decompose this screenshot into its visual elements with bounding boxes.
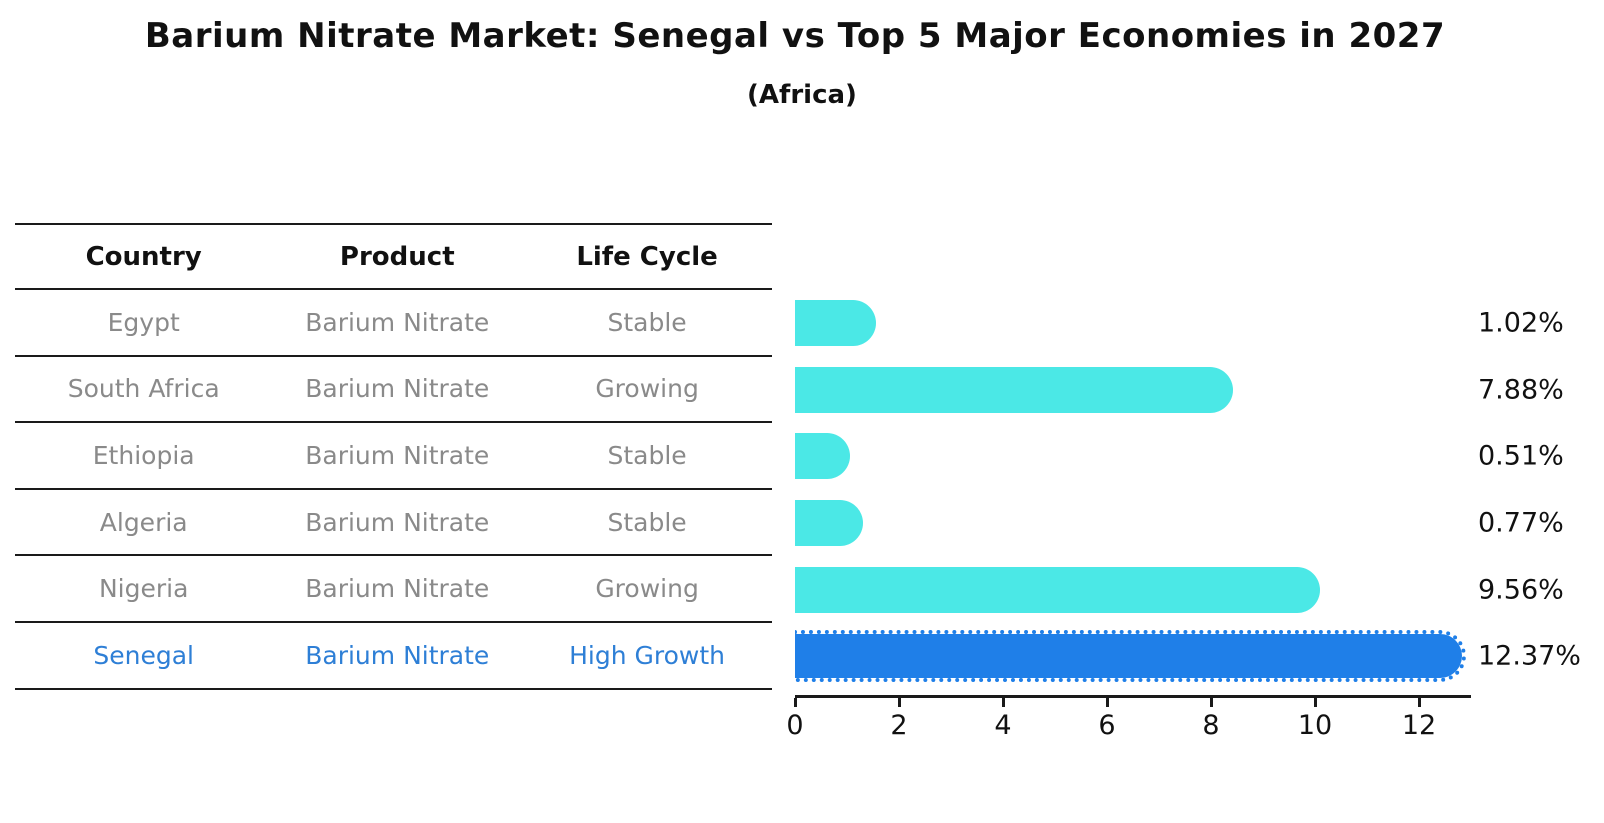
country-table: Country Product Life Cycle Egypt Barium …: [15, 223, 772, 690]
x-tick-label: 2: [890, 710, 908, 741]
table-row-south-africa: South Africa Barium Nitrate Growing: [15, 357, 772, 424]
country-cell: Egypt: [107, 307, 180, 337]
x-tick-label: 4: [994, 710, 1012, 741]
bar-south-africa: [795, 366, 1233, 413]
bar-row-egypt: 1.02%: [795, 290, 1604, 357]
column-header-product: Product: [339, 241, 455, 272]
chart-title: Barium Nitrate Market: Senegal vs Top 5 …: [144, 16, 1446, 56]
country-cell: South Africa: [67, 374, 220, 404]
value-label-south-africa: 7.88%: [1478, 374, 1564, 406]
x-tick-mark: [1418, 698, 1421, 707]
x-tick-label: 12: [1401, 710, 1437, 741]
value-label-algeria: 0.77%: [1478, 507, 1564, 539]
product-cell: Barium Nitrate: [305, 374, 490, 404]
product-cell: Barium Nitrate: [305, 640, 490, 670]
value-label-senegal: 12.37%: [1478, 640, 1581, 672]
value-label-ethiopia: 0.51%: [1478, 440, 1564, 472]
product-cell: Barium Nitrate: [305, 307, 490, 337]
bar-senegal-highlighted: [795, 630, 1467, 683]
x-tick-mark: [1106, 698, 1109, 707]
bar-row-senegal: 12.37%: [795, 623, 1604, 690]
bar-row-algeria: 0.77%: [795, 490, 1604, 557]
life-cycle-cell: Stable: [607, 307, 687, 337]
column-header-country: Country: [85, 241, 202, 272]
x-tick-label: 8: [1202, 710, 1220, 741]
table-row-algeria: Algeria Barium Nitrate Stable: [15, 490, 772, 557]
column-header-life-cycle: Life Cycle: [576, 241, 718, 272]
x-tick-label: 6: [1098, 710, 1116, 741]
country-cell: Ethiopia: [92, 440, 195, 470]
x-tick-label: 10: [1297, 710, 1333, 741]
x-tick-mark: [898, 698, 901, 707]
table-row-senegal-highlighted: Senegal Barium Nitrate High Growth: [15, 623, 772, 690]
bar-row-nigeria: 9.56%: [795, 556, 1604, 623]
bar-nigeria: [795, 566, 1321, 613]
table-row-ethiopia: Ethiopia Barium Nitrate Stable: [15, 423, 772, 490]
table-header-row: Country Product Life Cycle: [15, 225, 772, 290]
life-cycle-cell: Stable: [607, 507, 687, 537]
product-cell: Barium Nitrate: [305, 507, 490, 537]
x-tick-mark: [1314, 698, 1317, 707]
product-cell: Barium Nitrate: [305, 574, 490, 604]
life-cycle-cell: Growing: [595, 574, 699, 604]
bar-egypt: [795, 300, 877, 347]
product-cell: Barium Nitrate: [305, 440, 490, 470]
value-label-egypt: 1.02%: [1478, 307, 1564, 339]
bar-row-ethiopia: 0.51%: [795, 423, 1604, 490]
bar-algeria: [795, 500, 864, 547]
country-cell: Senegal: [93, 640, 194, 670]
x-tick-mark: [1210, 698, 1213, 707]
x-axis: 0 2 4 6 8 10 12: [786, 695, 1471, 741]
table-row-nigeria: Nigeria Barium Nitrate Growing: [15, 556, 772, 623]
chart-subtitle: (Africa): [747, 80, 857, 110]
country-cell: Algeria: [99, 507, 188, 537]
table-row-egypt: Egypt Barium Nitrate Stable: [15, 290, 772, 357]
bar-ethiopia: [795, 433, 850, 480]
x-tick-label: 0: [786, 710, 804, 741]
life-cycle-cell: Growing: [595, 374, 699, 404]
x-tick-mark: [794, 698, 797, 707]
bar-row-south-africa: 7.88%: [795, 357, 1604, 424]
value-label-nigeria: 9.56%: [1478, 574, 1564, 606]
bar-chart: 1.02% 7.88% 0.51% 0.77% 9.56% 12.37% 0 2 4…: [786, 290, 1604, 760]
life-cycle-cell: High Growth: [569, 640, 726, 670]
life-cycle-cell: Stable: [607, 440, 687, 470]
x-tick-mark: [1002, 698, 1005, 707]
country-cell: Nigeria: [98, 574, 189, 604]
